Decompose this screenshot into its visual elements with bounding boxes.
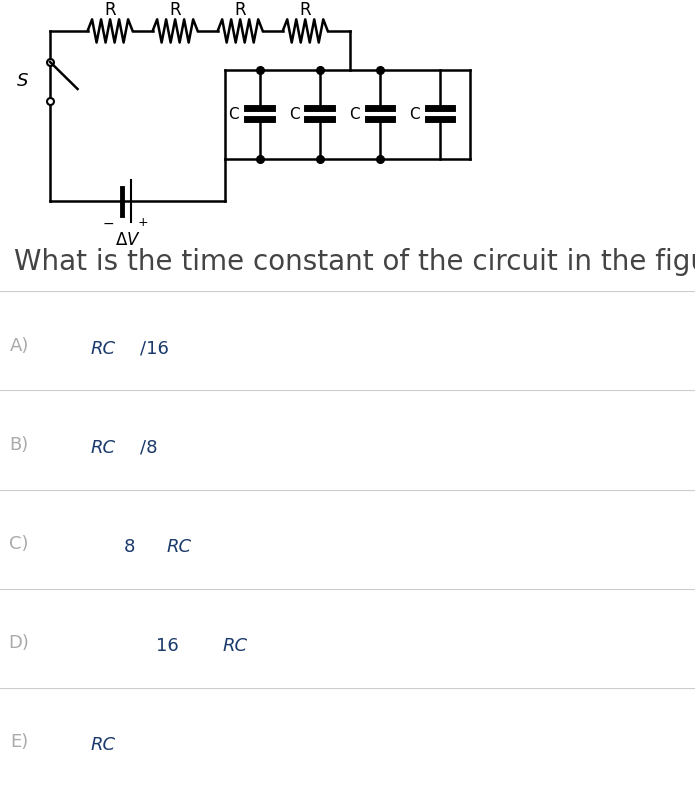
Text: R: R	[104, 1, 116, 19]
Text: C: C	[288, 107, 300, 122]
Text: R: R	[170, 1, 181, 19]
Text: R: R	[300, 1, 311, 19]
Text: $\Delta V$: $\Delta V$	[115, 231, 140, 249]
Text: $-$: $-$	[101, 216, 114, 230]
Text: A): A)	[10, 337, 28, 355]
Text: C): C)	[9, 535, 29, 553]
Text: 8: 8	[124, 538, 140, 556]
Text: 16: 16	[156, 637, 185, 656]
Text: R: R	[234, 1, 246, 19]
Text: RC: RC	[222, 637, 247, 656]
Text: RC: RC	[166, 538, 191, 556]
Text: D): D)	[8, 634, 30, 652]
Text: C: C	[229, 107, 239, 122]
Text: What is the time constant of the circuit in the figure?: What is the time constant of the circuit…	[14, 248, 695, 275]
Text: /16: /16	[140, 340, 169, 358]
Text: E): E)	[10, 733, 28, 752]
Text: B): B)	[10, 436, 28, 454]
Text: C: C	[349, 107, 359, 122]
Text: RC: RC	[91, 737, 116, 755]
Text: /8: /8	[140, 439, 158, 457]
Text: $+$: $+$	[137, 216, 148, 229]
Text: RC: RC	[91, 439, 116, 457]
Text: C: C	[409, 107, 419, 122]
Text: S: S	[17, 72, 28, 91]
Text: RC: RC	[91, 340, 116, 358]
